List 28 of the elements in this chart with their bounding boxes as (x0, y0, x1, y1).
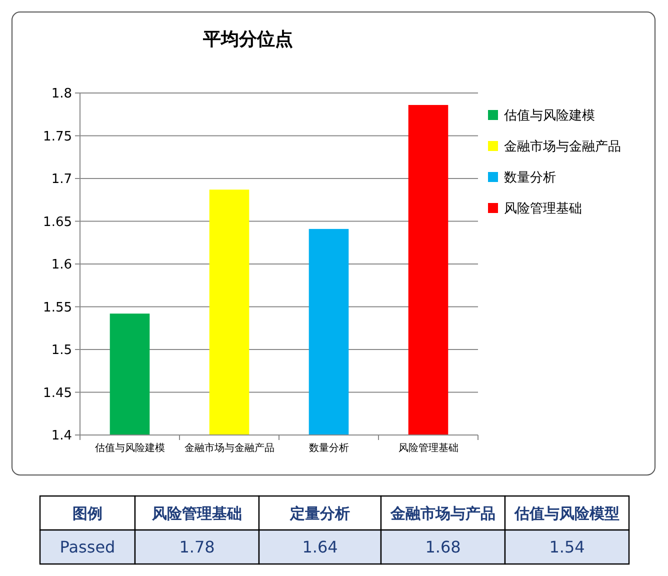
text: 1.78 (179, 538, 215, 557)
text: 图例 (72, 504, 102, 522)
y-tick-label: 1.65 (43, 214, 72, 230)
text: 风险管理基础 (151, 504, 242, 522)
text: 估值与风险模型 (514, 504, 620, 522)
y-tick-label: 1.4 (51, 428, 72, 444)
y-tick-label: 1.5 (51, 343, 72, 358)
y-tick-label: 1.55 (43, 300, 72, 316)
y-tick-label: 1.8 (51, 86, 72, 102)
legend-label: 数量分析 (504, 170, 556, 186)
text: Passed (60, 538, 116, 557)
x-tick-label: 金融市场与金融产品 (184, 442, 274, 454)
x-tick-label: 数量分析 (308, 442, 349, 454)
legend-label: 估值与风险建模 (503, 108, 595, 124)
y-tick-label: 1.45 (43, 386, 72, 401)
y-tick-label: 1.6 (51, 258, 72, 273)
x-tick-label: 风险管理基础 (398, 442, 458, 454)
text: 1.64 (302, 538, 338, 557)
chart-title: 平均分位点 (202, 29, 293, 50)
legend-label: 金融市场与金融产品 (504, 140, 621, 155)
legend-label: 风险管理基础 (504, 202, 582, 217)
text: 金融市场与产品 (390, 504, 496, 522)
text: 1.54 (549, 538, 585, 557)
y-tick-label: 1.7 (51, 172, 72, 188)
text: 1.68 (425, 538, 461, 557)
x-tick-label: 估值与风险建模 (94, 442, 165, 454)
y-tick-label: 1.75 (43, 129, 72, 144)
text: 定量分析 (289, 504, 350, 522)
